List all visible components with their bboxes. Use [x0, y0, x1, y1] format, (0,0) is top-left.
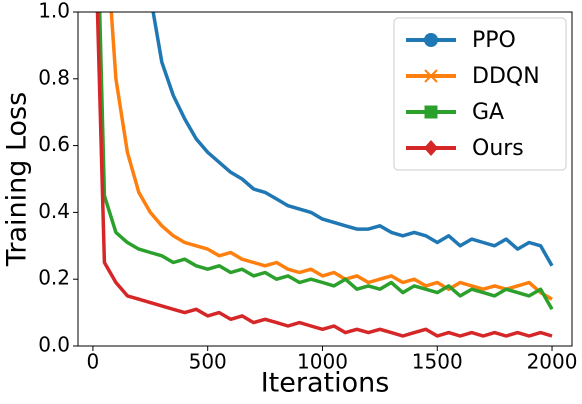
- plot-frame: [77, 11, 573, 347]
- series-line: [109, 12, 553, 301]
- x-tick-label: 1000: [297, 350, 348, 374]
- x-tick-label: 0: [87, 350, 100, 374]
- series-line: [95, 12, 553, 338]
- y-tick-label: 0.8: [38, 65, 70, 89]
- legend-label: PPO: [472, 28, 516, 53]
- legend-marker: [424, 105, 438, 119]
- legend-box: [393, 17, 567, 171]
- plot-area: [95, 12, 554, 338]
- legend-marker: [424, 33, 438, 47]
- y-tick-label: 0.4: [38, 199, 70, 223]
- series-line: [151, 12, 554, 267]
- legend-marker: [424, 69, 438, 83]
- y-tick-label: 1.0: [38, 0, 70, 23]
- x-tick-label: 1500: [412, 350, 463, 374]
- x-axis-label: Iterations: [261, 368, 390, 399]
- x-tick-label: 500: [189, 350, 227, 374]
- y-axis-label: Training Loss: [2, 92, 33, 267]
- series-line: [97, 12, 554, 311]
- legend-label: GA: [472, 100, 504, 125]
- legend-marker: [424, 140, 438, 156]
- legend-label: DDQN: [472, 64, 540, 89]
- y-tick-label: 0.0: [38, 333, 70, 357]
- y-tick-label: 0.2: [38, 266, 70, 290]
- x-tick-label: 2000: [527, 350, 578, 374]
- y-tick-label: 0.6: [38, 132, 70, 156]
- legend-label: Ours: [472, 136, 524, 161]
